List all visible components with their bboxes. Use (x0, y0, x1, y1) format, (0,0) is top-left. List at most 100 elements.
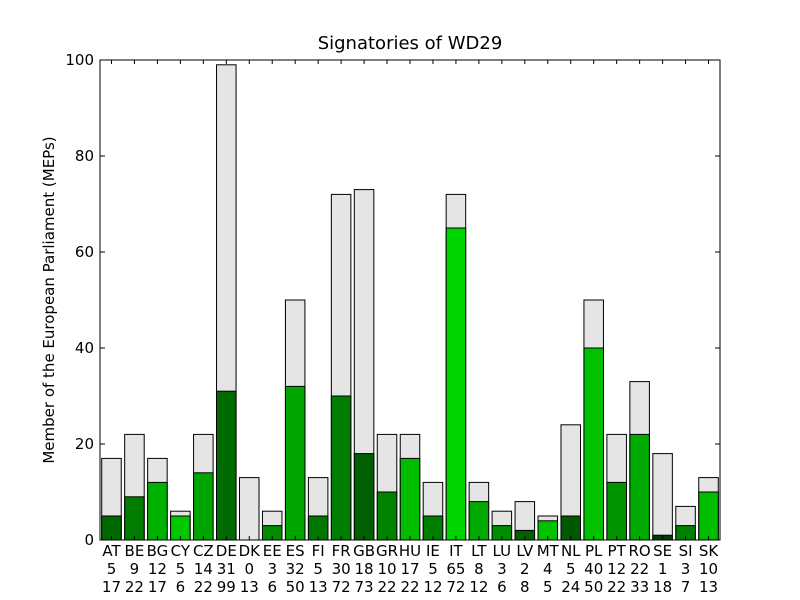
x-tick-signed-fr: 30 (332, 560, 351, 578)
x-tick-country-hu: HU (399, 542, 421, 560)
y-tick-label: 60 (75, 243, 94, 261)
y-tick-label: 100 (65, 51, 94, 69)
x-tick-signed-pl: 40 (584, 560, 603, 578)
x-tick-signed-nl: 5 (566, 560, 576, 578)
x-tick-signed-pt: 12 (607, 560, 626, 578)
x-tick-total-lu: 6 (497, 578, 507, 596)
x-tick-country-cy: CY (171, 542, 191, 560)
bar-signed-lt (468, 501, 490, 541)
x-tick-signed-de: 31 (217, 560, 236, 578)
x-tick-total-lv: 8 (520, 578, 530, 596)
bar-signed-cz (193, 472, 214, 541)
bar-signed-sk (698, 491, 719, 541)
x-axis-labels: AT517BE922BG1217CY56CZ1422DE3199DK013EE3… (102, 60, 719, 596)
bars-layer (101, 64, 719, 541)
x-tick-total-se: 18 (653, 578, 672, 596)
x-tick-country-pl: PL (585, 542, 603, 560)
x-tick-total-de: 99 (217, 578, 236, 596)
x-tick-total-sk: 13 (699, 578, 718, 596)
x-tick-signed-si: 3 (681, 560, 691, 578)
bar-signed-gb (353, 453, 375, 541)
bar-signed-bg (147, 481, 168, 541)
x-tick-country-ro: RO (629, 542, 651, 560)
x-tick-total-ro: 33 (630, 578, 649, 596)
y-tick-label: 40 (75, 339, 94, 357)
y-axis-label: Member of the European Parliament (MEPs) (40, 136, 58, 463)
x-tick-country-dk: DK (239, 542, 262, 560)
bar-signed-be (124, 496, 145, 541)
y-axis: 0 20 40 60 80 100 (65, 51, 720, 549)
x-tick-total-ie: 12 (423, 578, 442, 596)
x-tick-country-ie: IE (426, 542, 440, 560)
y-tick-label: 0 (84, 531, 94, 549)
bar-signed-hu (399, 457, 421, 541)
x-tick-country-fi: FI (312, 542, 325, 560)
x-tick-signed-be: 9 (130, 560, 140, 578)
x-tick-country-es: ES (286, 542, 305, 560)
bar-signed-it (445, 227, 467, 541)
x-tick-signed-lv: 2 (520, 560, 530, 578)
x-tick-signed-hu: 17 (400, 560, 419, 578)
x-tick-total-fi: 13 (309, 578, 328, 596)
x-tick-total-pl: 50 (584, 578, 603, 596)
x-tick-signed-cz: 14 (194, 560, 213, 578)
x-tick-signed-cy: 5 (176, 560, 186, 578)
x-tick-total-fr: 72 (332, 578, 351, 596)
bar-signed-de (216, 390, 237, 541)
x-tick-total-bg: 17 (148, 578, 167, 596)
x-tick-country-nl: NL (561, 542, 581, 560)
x-tick-country-be: BE (125, 542, 145, 560)
x-tick-total-es: 50 (286, 578, 305, 596)
x-tick-total-at: 17 (102, 578, 121, 596)
x-tick-total-mt: 5 (543, 578, 553, 596)
bar-signed-pt (606, 481, 627, 541)
x-tick-country-mt: MT (537, 542, 560, 560)
x-tick-signed-ee: 3 (267, 560, 277, 578)
x-tick-signed-ie: 5 (428, 560, 438, 578)
x-tick-total-cz: 22 (194, 578, 213, 596)
x-tick-signed-gb: 18 (355, 560, 374, 578)
x-tick-country-it: IT (449, 542, 463, 560)
x-tick-total-nl: 24 (561, 578, 580, 596)
x-tick-signed-es: 32 (286, 560, 305, 578)
x-tick-total-lt: 12 (469, 578, 488, 596)
x-tick-total-be: 22 (125, 578, 144, 596)
x-tick-signed-mt: 4 (543, 560, 553, 578)
bar-signed-pl (583, 347, 604, 541)
bar-total-se (652, 453, 673, 541)
bar-signed-es (284, 385, 306, 541)
chart-title: Signatories of WD29 (318, 33, 503, 54)
x-tick-country-si: SI (679, 542, 693, 560)
x-tick-total-cy: 6 (176, 578, 186, 596)
x-tick-total-ee: 6 (267, 578, 277, 596)
x-tick-total-si: 7 (681, 578, 691, 596)
bar-signed-fr (330, 395, 352, 541)
x-tick-signed-lt: 8 (474, 560, 484, 578)
bar-signed-gr (376, 491, 398, 541)
x-tick-country-fr: FR (332, 542, 351, 560)
x-tick-total-it: 72 (446, 578, 465, 596)
x-tick-signed-bg: 12 (148, 560, 167, 578)
y-tick-label: 20 (75, 435, 94, 453)
x-tick-country-gb: GB (353, 542, 375, 560)
x-tick-country-ee: EE (263, 542, 282, 560)
x-tick-signed-fi: 5 (313, 560, 323, 578)
x-tick-country-cz: CZ (193, 542, 214, 560)
x-tick-signed-it: 65 (446, 560, 465, 578)
x-tick-signed-ro: 22 (630, 560, 649, 578)
x-tick-signed-dk: 0 (244, 560, 254, 578)
x-tick-signed-gr: 10 (377, 560, 396, 578)
x-tick-country-de: DE (216, 542, 237, 560)
x-tick-total-pt: 22 (607, 578, 626, 596)
x-tick-country-lt: LT (471, 542, 487, 560)
x-tick-country-at: AT (102, 542, 121, 560)
x-tick-country-lv: LV (516, 542, 534, 560)
x-tick-signed-at: 5 (107, 560, 117, 578)
x-tick-total-hu: 22 (400, 578, 419, 596)
x-tick-total-dk: 13 (240, 578, 259, 596)
x-tick-total-gr: 22 (377, 578, 396, 596)
x-tick-total-gb: 73 (355, 578, 374, 596)
x-tick-country-sk: SK (699, 542, 720, 560)
x-tick-country-pt: PT (608, 542, 627, 560)
